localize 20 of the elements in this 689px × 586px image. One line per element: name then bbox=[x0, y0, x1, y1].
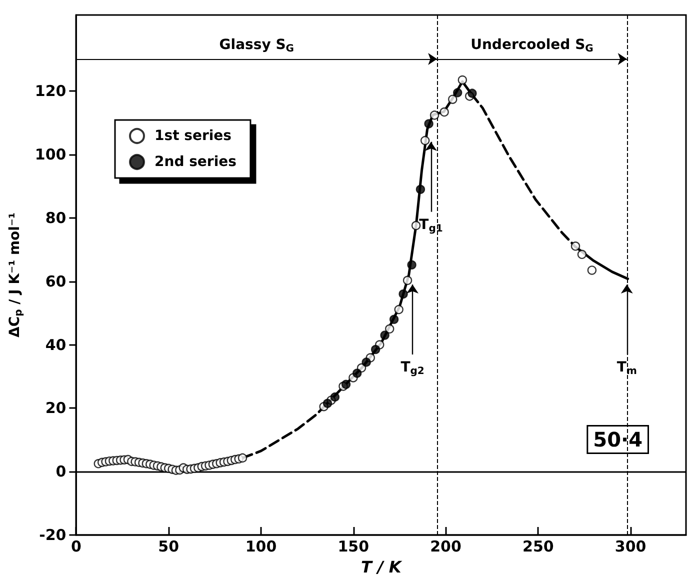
x-tick-label: 250 bbox=[522, 538, 554, 556]
y-tick-label: 80 bbox=[45, 208, 66, 227]
y-tick-label: 20 bbox=[45, 399, 66, 418]
y-tick-label: 0 bbox=[56, 462, 66, 481]
x-tick-label: 50 bbox=[158, 538, 180, 556]
legend-label: 2nd series bbox=[154, 154, 236, 170]
y-axis-title: ΔCp / J K⁻¹ mol⁻¹ bbox=[7, 212, 24, 338]
y-tick-label: -20 bbox=[39, 526, 66, 544]
x-tick-label: 100 bbox=[245, 538, 277, 556]
y-tick-label: 120 bbox=[34, 82, 66, 100]
x-tick-label: 300 bbox=[614, 538, 646, 556]
y-tick-label: 100 bbox=[34, 146, 66, 164]
y-tick-label: 60 bbox=[45, 272, 66, 290]
x-tick-label: 200 bbox=[430, 538, 462, 556]
legend-label: 1st series bbox=[154, 128, 232, 144]
x-tick-label: 150 bbox=[338, 538, 370, 556]
x-axis-title: T / K bbox=[360, 558, 403, 576]
y-tick-label: 40 bbox=[45, 336, 66, 354]
x-tick-label: 0 bbox=[70, 538, 82, 556]
annotation: 50·4 bbox=[593, 428, 643, 452]
